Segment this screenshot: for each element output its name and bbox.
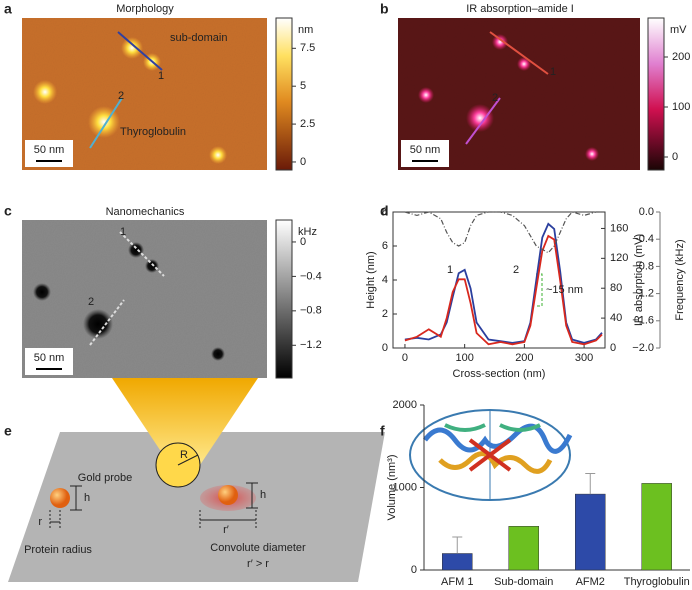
y3-tick-label: −2.0 [632, 342, 654, 354]
x-tick-label: 200 [515, 352, 533, 364]
bar [508, 526, 539, 571]
y-tick-label: 0 [411, 564, 417, 576]
probe-diagram [8, 378, 385, 582]
colorbar-unit: kHz [298, 226, 317, 238]
panel-label: b [380, 1, 389, 17]
diagram-label: Convolute diameter [210, 542, 306, 554]
bar [641, 483, 672, 571]
annotation: Thyroglobulin [120, 126, 186, 138]
panel-label: e [4, 423, 12, 439]
y-tick-label: 2 [382, 308, 388, 320]
scalebar-label: 50 nm [34, 352, 65, 364]
error-bar [585, 472, 596, 495]
x-tick-label: 0 [402, 352, 408, 364]
annotation: 1 [158, 70, 164, 82]
x-tick-label: 300 [575, 352, 593, 364]
bar [442, 553, 473, 571]
colorbar-tick-label: 0 [300, 236, 306, 248]
y3-tick-label: 0.0 [639, 206, 654, 218]
scalebar-box [25, 348, 73, 375]
annotation: 2 [513, 264, 519, 276]
bar [575, 493, 606, 571]
panel-label: d [380, 203, 389, 219]
panel-label: a [4, 1, 12, 17]
x-axis-label: Cross-section (nm) [453, 368, 546, 380]
ir-image [398, 18, 640, 170]
colorbar-tick-label: 0 [300, 156, 306, 168]
annotation: 1 [550, 66, 556, 78]
colorbar-tick-label: 0 [672, 151, 678, 163]
x-tick-label: AFM2 [576, 576, 605, 588]
colorbar-tick-label: 100 [672, 101, 690, 113]
diagram-label: h [260, 489, 266, 501]
scalebar-label: 50 nm [34, 144, 65, 156]
colorbar-tick-label: 2.5 [300, 118, 315, 130]
scalebar-box [401, 140, 449, 167]
colorbar-tick-label: 200 [672, 51, 690, 63]
series-line [404, 234, 603, 346]
diagram-label: Gold probe [78, 472, 132, 484]
y2-tick-label: 160 [610, 222, 628, 234]
scalebar-box [25, 140, 73, 167]
colorbar-tick-label: 7.5 [300, 42, 315, 54]
y-axis-label: Height (nm) [365, 251, 377, 308]
y2-tick-label: 120 [610, 252, 628, 264]
y3-tick-label: −1.2 [632, 288, 654, 300]
y2-tick-label: 0 [610, 342, 616, 354]
panel-title: Nanomechanics [106, 206, 185, 218]
colorbar-unit: mV [670, 24, 687, 36]
diagram-label: r′ > r [247, 558, 269, 570]
annotation: sub-domain [170, 32, 227, 44]
colorbar [275, 219, 293, 379]
diagram-label: h [84, 492, 90, 504]
x-tick-label: Sub-domain [494, 576, 553, 588]
colorbar-unit: nm [298, 24, 313, 36]
series-line [404, 211, 602, 254]
colorbar-tick-label: −0.8 [300, 305, 322, 317]
y-tick-label: 2000 [393, 399, 417, 411]
x-tick-label: 100 [455, 352, 473, 364]
y-axis-label: Frequency (kHz) [674, 239, 686, 320]
y3-tick-label: −0.4 [632, 233, 654, 245]
diagram-label: R [180, 449, 188, 461]
protein-inset [409, 409, 573, 501]
diagram-label: Protein radius [24, 544, 92, 556]
y3-tick-label: −1.6 [632, 315, 654, 327]
annotation: 2 [118, 90, 124, 102]
x-tick-label: AFM 1 [441, 576, 473, 588]
diagram-label: r′ [223, 524, 229, 536]
y-tick-label: 4 [382, 274, 388, 286]
y-tick-label: 6 [382, 240, 388, 252]
colorbar-tick-label: −1.2 [300, 339, 322, 351]
plot-frame [392, 211, 606, 349]
diagram-label: r [38, 516, 42, 528]
panel-label: f [380, 423, 385, 439]
y3-tick-label: −0.8 [632, 260, 654, 272]
y-tick-label: 1000 [393, 481, 417, 493]
annotation: ~15 nm [546, 284, 583, 296]
colorbar-tick-label: 5 [300, 80, 306, 92]
scalebar-label: 50 nm [410, 144, 441, 156]
colorbar [275, 17, 293, 171]
x-tick-label: Thyroglobulin [624, 576, 690, 588]
annotation: 2 [492, 92, 498, 104]
annotation: 1 [120, 226, 126, 238]
y-axis-label: IR absorption (mV) [633, 234, 645, 326]
panel-title: IR absorption–amide I [466, 3, 574, 15]
y2-tick-label: 80 [610, 282, 622, 294]
y-tick-label: 0 [382, 342, 388, 354]
annotation: 1 [447, 264, 453, 276]
colorbar-tick-label: −0.4 [300, 270, 322, 282]
y-tick-label: 8 [382, 206, 388, 218]
error-bar [452, 536, 463, 554]
colorbar [647, 17, 665, 171]
annotation: 2 [88, 296, 94, 308]
y-axis-label: Volume (nm³) [386, 454, 398, 520]
panel-title: Morphology [116, 3, 174, 15]
y2-tick-label: 40 [610, 312, 622, 324]
panel-label: c [4, 203, 12, 219]
